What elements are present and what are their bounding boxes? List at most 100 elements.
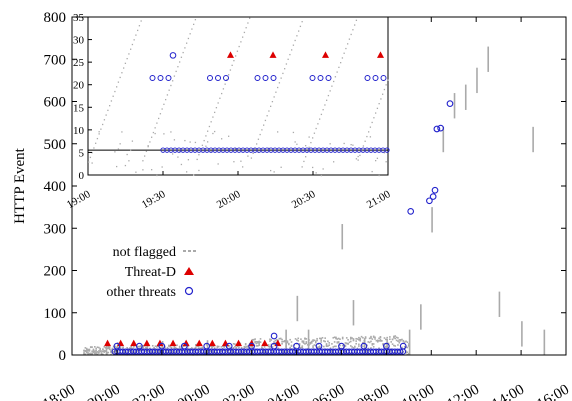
inset-not-flagged-dot [102,123,104,126]
inset-not-flagged-dot [159,113,162,115]
not-flagged-dot [288,342,290,345]
inset-not-flagged-dot [296,35,298,37]
inset-not-flagged-dot [341,57,344,59]
not-flagged-dot [150,352,153,354]
inset-not-flagged-dot [382,93,384,95]
other-threat-point [399,342,407,350]
not-flagged-dot [232,343,235,345]
not-flagged-dot [137,345,139,348]
not-flagged-dot [376,339,379,342]
inset-not-flagged-dot [98,133,100,135]
not-flagged-dot [317,346,320,348]
inset-not-flagged-dot [357,159,359,161]
not-flagged-dot [150,351,153,353]
other-threat-point [426,197,433,205]
not-flagged-dot [407,345,410,347]
not-flagged-dot [312,340,314,342]
not-flagged-dot [327,340,329,343]
not-flagged-dot [258,340,260,343]
not-flagged-dot [138,345,141,348]
inset-not-flagged-dot [280,166,282,168]
not-flagged-dot [92,351,95,354]
not-flagged-dot [139,350,142,352]
inset-not-flagged-dot [151,136,153,138]
inset-not-flagged-dot [173,75,176,77]
inset-other-threat-cluster [364,74,371,81]
inset-not-flagged-dot [116,86,118,88]
inset-not-flagged-dot [329,90,331,92]
not-flagged-dot [231,351,234,353]
not-flagged-dot [212,351,215,353]
not-flagged-dot [142,344,145,347]
not-flagged-dot [398,341,401,343]
not-flagged-dot [333,336,336,339]
not-flagged-dot [108,347,111,350]
not-flagged-dot [85,347,88,350]
inset-not-flagged-dot [177,66,179,68]
y-tick-label: 0 [59,348,67,364]
inset-not-flagged-dot [116,165,118,168]
not-flagged-dot [345,337,348,339]
not-flagged-dot [391,343,394,345]
not-flagged-dot [102,353,104,356]
not-flagged-dot [255,340,258,343]
inset-not-flagged-dot [210,121,212,123]
not-flagged-dot [305,341,308,343]
not-flagged-dot [178,345,181,348]
not-flagged-dot [321,336,324,339]
inset-not-flagged-dot [142,160,144,162]
inset-not-flagged-dot [168,89,170,91]
not-flagged-dot [379,336,382,338]
not-flagged-dot [398,349,401,352]
not-flagged-dot [146,345,149,348]
not-flagged-dot [304,337,306,340]
inset-not-flagged-dot [320,113,323,116]
not-flagged-dot [107,345,110,348]
inset-not-flagged-dot [149,141,151,143]
not-flagged-dot [244,350,247,353]
other-threat-point [407,208,415,215]
not-flagged-dot [244,346,247,348]
not-flagged-dot [107,351,110,354]
inset-not-flagged-dot [273,96,275,98]
not-flagged-dot [149,347,151,350]
not-flagged-dot [328,344,331,347]
inset-not-flagged-dot [114,90,116,93]
inset-not-flagged-dot [235,55,237,57]
inset-not-flagged-dot [193,23,195,26]
inset-not-flagged-dot [322,109,324,111]
inset-not-flagged-dot [350,143,352,146]
inset-not-flagged-dot [121,72,123,74]
not-flagged-dot [83,353,85,355]
not-flagged-dot [374,336,376,339]
inset-not-flagged-dot [219,97,221,99]
not-flagged-dot [401,338,403,341]
not-flagged-dot [166,346,169,349]
inset-not-flagged-dot [184,47,186,49]
inset-not-flagged-dot [355,19,358,21]
not-flagged-dot [344,342,347,344]
not-flagged-dot [212,345,215,348]
not-flagged-dot [395,339,398,342]
inset-not-flagged-dot [217,102,219,104]
not-flagged-dot [137,350,139,352]
inset-other-threat-point [169,52,177,59]
inset-not-flagged-dot [385,84,387,86]
not-flagged-dot [230,346,232,349]
not-flagged-dot [385,346,387,348]
inset-not-flagged-dot [207,130,209,132]
not-flagged-dot [234,351,236,353]
inset-not-flagged-dot [291,49,293,51]
inset-not-flagged-dot [196,158,198,161]
not-flagged-dot [403,341,406,344]
y-tick-label: 200 [44,264,67,280]
inset-not-flagged-dot [135,34,137,36]
not-flagged-dot [288,343,290,346]
inset-other-threat-low [384,147,390,153]
inset-not-flagged-dot [310,141,312,144]
inset-not-flagged-dot [228,74,230,76]
inset-not-flagged-dot [315,172,317,174]
not-flagged-dot [247,347,250,349]
not-flagged-dot [195,347,197,349]
not-flagged-dot [277,347,279,350]
